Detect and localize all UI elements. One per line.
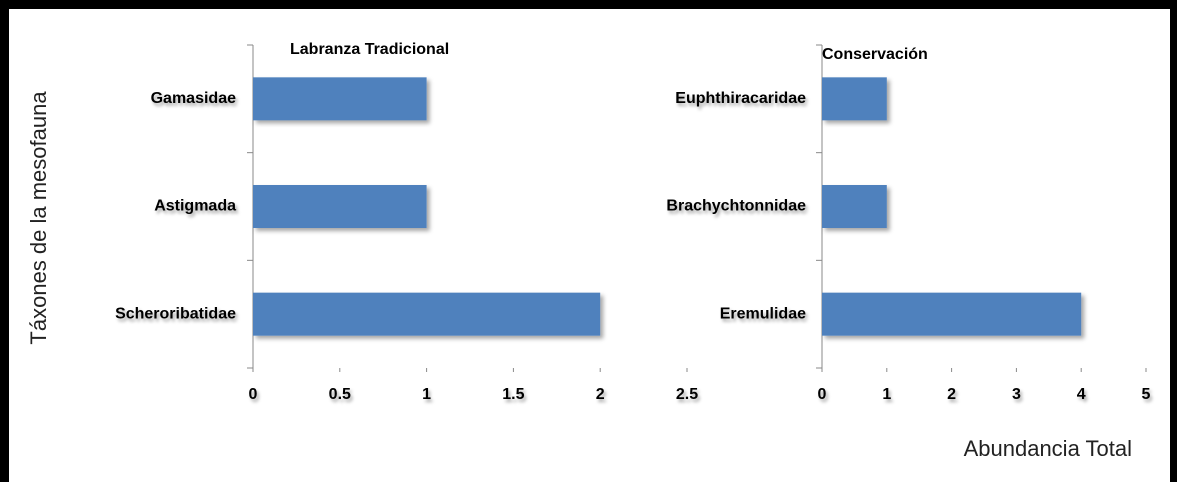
bar [822, 77, 887, 121]
y-tick-label: Eremulidae [720, 305, 806, 322]
x-tick-label: 1 [422, 386, 431, 403]
y-tick-label: Astigmada [154, 198, 236, 215]
bar [253, 77, 427, 121]
bar [253, 292, 601, 336]
chart-title: Conservación [822, 46, 928, 63]
x-tick-label: 3 [1012, 386, 1021, 403]
frame-right [1170, 0, 1177, 482]
x-tick-label: 5 [1142, 386, 1151, 403]
y-tick-label: Scheroribatidae [115, 305, 236, 322]
y-tick-label: Gamasidae [151, 90, 236, 107]
x-tick-label: 2 [947, 386, 956, 403]
frame-top [0, 0, 1177, 9]
frame-left [0, 0, 9, 482]
x-axis-label: Abundancia Total [964, 436, 1132, 461]
x-tick-label: 1.5 [502, 386, 524, 403]
x-tick-label: 0 [249, 386, 258, 403]
chart-title: Labranza Tradicional [290, 41, 449, 58]
x-tick-label: 0 [818, 386, 827, 403]
x-tick-label: 4 [1077, 386, 1086, 403]
y-axis-label: Táxones de la mesofauna [26, 91, 51, 345]
x-tick-label: 2.5 [676, 386, 698, 403]
bar [822, 185, 887, 228]
x-tick-label: 0.5 [329, 386, 351, 403]
x-tick-label: 1 [882, 386, 891, 403]
y-tick-label: Brachychtonnidae [666, 198, 806, 215]
y-tick-label: Euphthiracaridae [675, 90, 806, 107]
x-tick-label: 2 [596, 386, 605, 403]
bar [253, 185, 427, 228]
bar [822, 292, 1082, 336]
